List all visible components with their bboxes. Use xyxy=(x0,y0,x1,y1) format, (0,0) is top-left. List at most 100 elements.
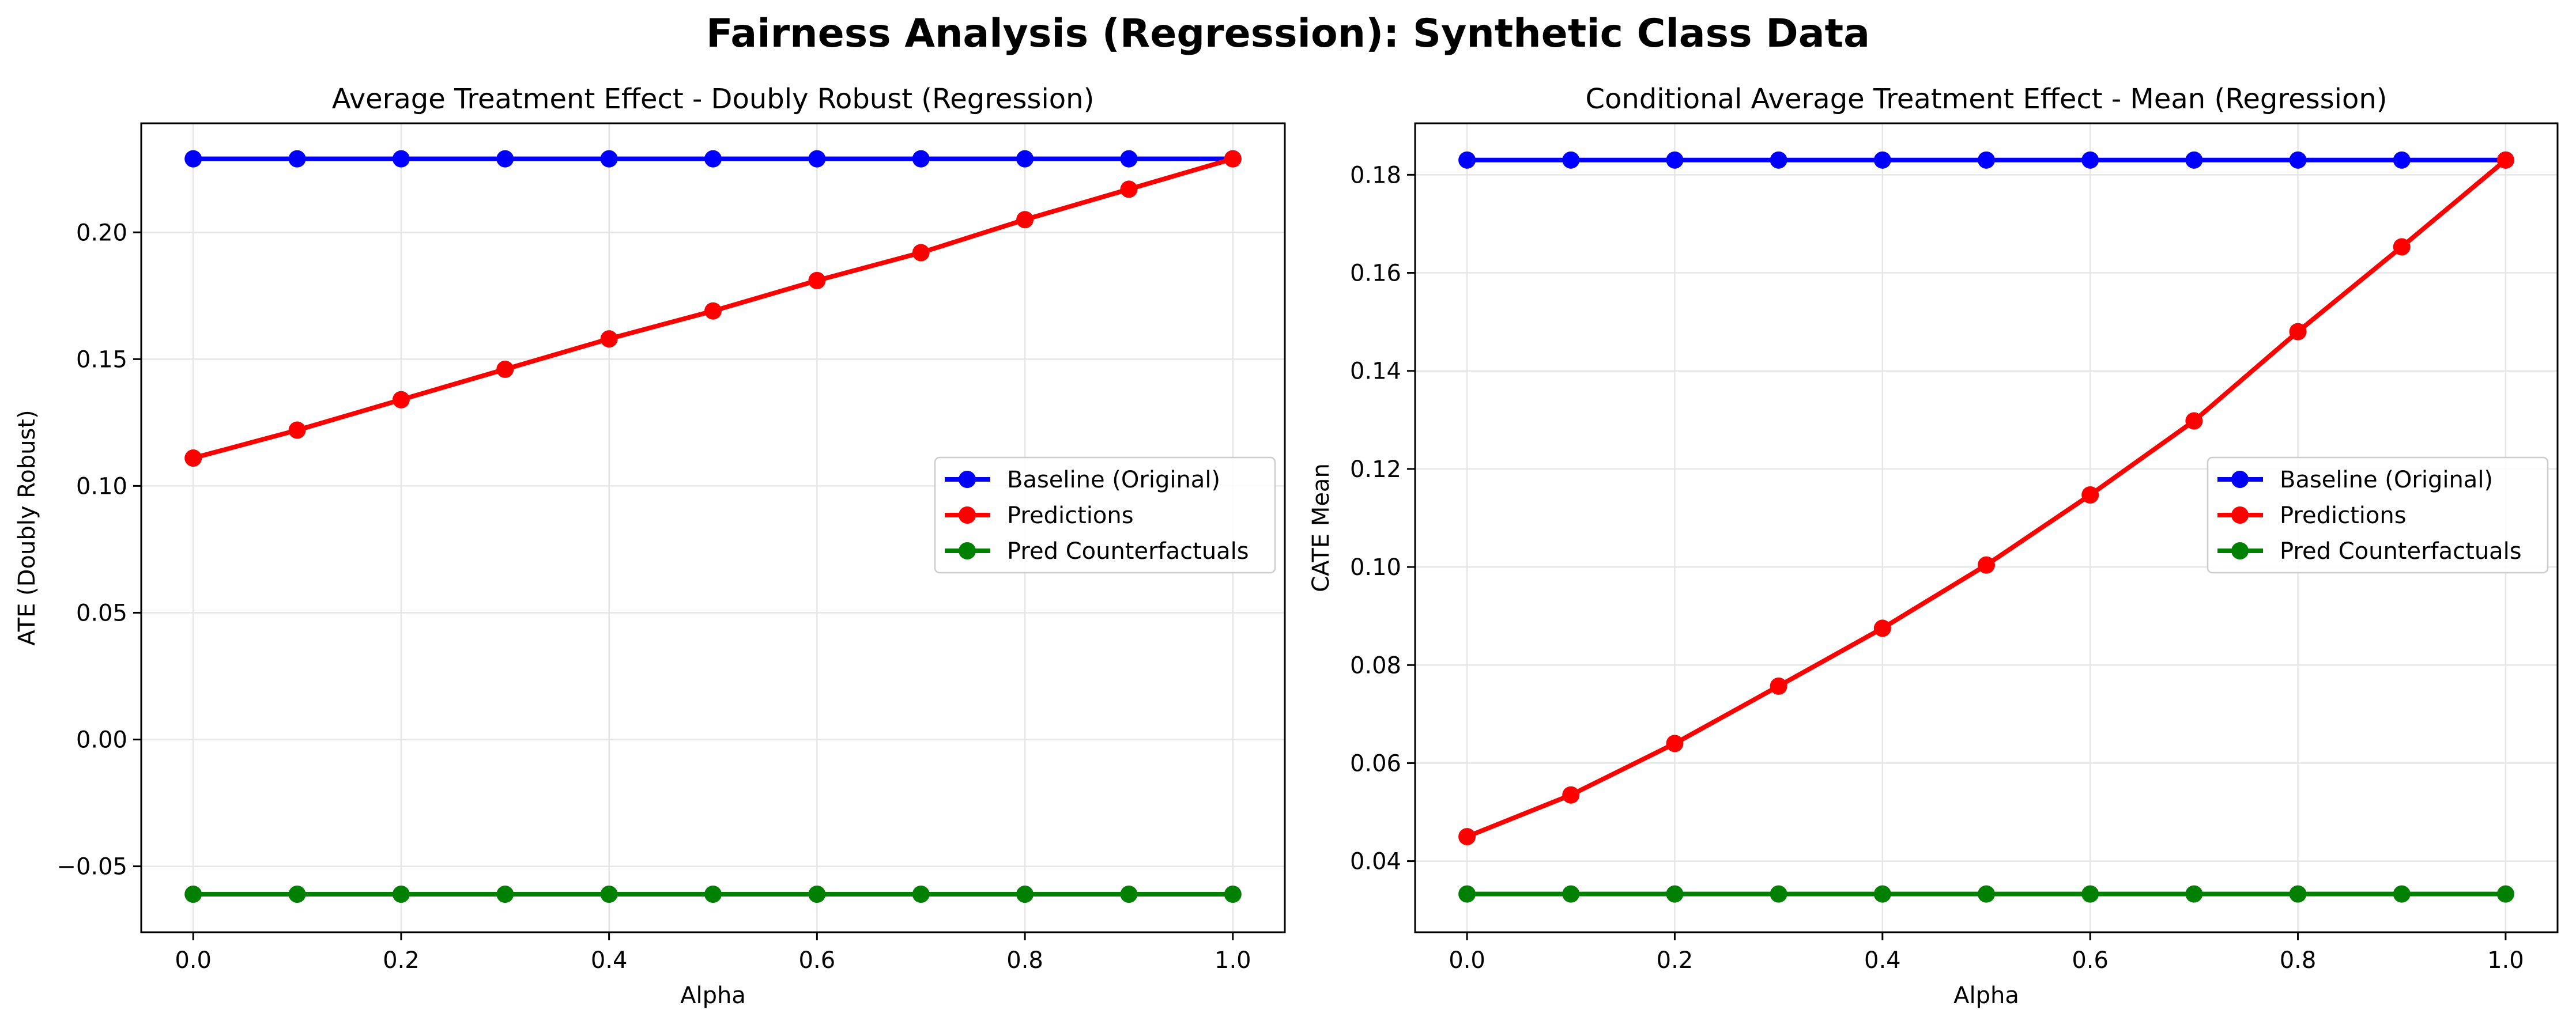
y-tick-label: 0.06 xyxy=(1350,750,1401,777)
data-point xyxy=(1458,828,1476,846)
x-tick-label: 0.2 xyxy=(383,947,420,974)
data-point xyxy=(1224,150,1242,168)
data-point xyxy=(2185,412,2203,430)
y-tick-label: 0.04 xyxy=(1350,849,1401,875)
y-tick-label: 0.05 xyxy=(76,600,127,626)
legend-swatch-marker xyxy=(959,542,976,559)
y-axis-label: CATE Mean xyxy=(1308,463,1334,592)
data-point xyxy=(2185,885,2203,903)
subplot-title: Conditional Average Treatment Effect - M… xyxy=(1586,83,2388,115)
subplot-2: 0.0 0.2 0.4 0.6 0.8 1.0 0.04 0.06 0.08 0.10 0.12 0.… xyxy=(1308,83,2559,1009)
legend-label: Baseline (Original) xyxy=(1007,467,1220,493)
y-tick-label: 0.10 xyxy=(1350,554,1401,581)
data-point xyxy=(1562,786,1580,804)
data-point xyxy=(600,885,618,903)
data-point xyxy=(704,150,722,168)
y-tick-label: 0.14 xyxy=(1350,358,1401,385)
data-point xyxy=(1770,885,1787,903)
y-tick-label: 0.15 xyxy=(76,346,127,373)
data-point xyxy=(2289,151,2307,169)
legend: Baseline (Original) Predictions Pred Count… xyxy=(2207,456,2549,574)
data-point xyxy=(1120,180,1138,198)
data-point xyxy=(808,271,826,289)
x-tick-label: 0.0 xyxy=(1449,947,1485,974)
figure-title: Fairness Analysis (Regression): Syntheti… xyxy=(706,11,1870,56)
data-point xyxy=(496,360,514,378)
y-tick-label: 0.20 xyxy=(76,220,127,246)
data-point xyxy=(704,885,722,903)
data-point xyxy=(1666,151,1684,169)
legend-label: Predictions xyxy=(2280,502,2407,529)
data-point xyxy=(392,885,410,903)
data-point xyxy=(1978,556,1995,574)
data-point xyxy=(2185,151,2203,169)
legend-box xyxy=(934,456,1276,574)
data-point xyxy=(2081,486,2099,504)
data-point xyxy=(496,150,514,168)
data-point xyxy=(184,449,202,467)
x-tick-label: 1.0 xyxy=(1215,947,1251,974)
data-point xyxy=(1120,150,1138,168)
data-point xyxy=(912,150,930,168)
data-point xyxy=(1873,885,1891,903)
data-point xyxy=(2289,885,2307,903)
data-point xyxy=(808,150,826,168)
legend-swatch-marker xyxy=(959,471,976,488)
data-point xyxy=(1873,619,1891,637)
x-tick-label: 0.8 xyxy=(1006,947,1043,974)
data-point xyxy=(912,244,930,262)
y-tick-label: 0.12 xyxy=(1350,456,1401,483)
data-point xyxy=(704,302,722,320)
data-point xyxy=(1666,735,1684,752)
data-point xyxy=(2289,323,2307,341)
data-point xyxy=(1770,151,1787,169)
legend-label: Predictions xyxy=(1007,502,1134,529)
data-point xyxy=(1770,677,1787,695)
axes-frame xyxy=(1414,122,2559,933)
legend-label: Pred Counterfactuals xyxy=(2280,538,2522,565)
data-point xyxy=(392,391,410,409)
data-point xyxy=(1120,885,1138,903)
legend: Baseline (Original) Predictions Pred Count… xyxy=(934,456,1276,574)
data-point xyxy=(288,885,306,903)
data-point xyxy=(2081,885,2099,903)
data-point xyxy=(2496,885,2514,903)
y-tick-label: 0.18 xyxy=(1350,162,1401,188)
data-point xyxy=(496,885,514,903)
legend-label: Baseline (Original) xyxy=(2280,467,2493,493)
data-point xyxy=(808,885,826,903)
x-tick-label: 0.8 xyxy=(2280,947,2317,974)
data-point xyxy=(912,885,930,903)
data-point xyxy=(184,150,202,168)
data-point xyxy=(1562,151,1580,169)
x-axis-label: Alpha xyxy=(680,982,746,1009)
data-point xyxy=(1562,885,1580,903)
data-point xyxy=(1978,151,1995,169)
legend-swatch-marker xyxy=(959,506,976,524)
data-point xyxy=(1458,885,1476,903)
legend-box xyxy=(2207,456,2549,574)
data-point xyxy=(392,150,410,168)
legend-swatch-marker xyxy=(2231,542,2249,559)
x-tick-label: 1.0 xyxy=(2487,947,2524,974)
axes-frame xyxy=(140,122,1286,933)
data-point xyxy=(1873,151,1891,169)
data-point xyxy=(1666,885,1684,903)
data-point xyxy=(288,150,306,168)
data-point xyxy=(1016,211,1034,229)
y-tick-label: 0.08 xyxy=(1350,652,1401,679)
x-tick-label: 0.6 xyxy=(2072,947,2109,974)
data-point xyxy=(184,885,202,903)
y-tick-label: 0.16 xyxy=(1350,260,1401,287)
data-point xyxy=(1016,150,1034,168)
subplot-title: Average Treatment Effect - Doubly Robust… xyxy=(332,83,1095,115)
y-tick-label: 0.00 xyxy=(76,727,127,754)
x-tick-label: 0.6 xyxy=(799,947,836,974)
data-point xyxy=(2393,885,2411,903)
y-tick-label: −0.05 xyxy=(56,854,127,880)
x-tick-label: 0.4 xyxy=(591,947,628,974)
data-point xyxy=(600,150,618,168)
legend-label: Pred Counterfactuals xyxy=(1007,538,1249,565)
